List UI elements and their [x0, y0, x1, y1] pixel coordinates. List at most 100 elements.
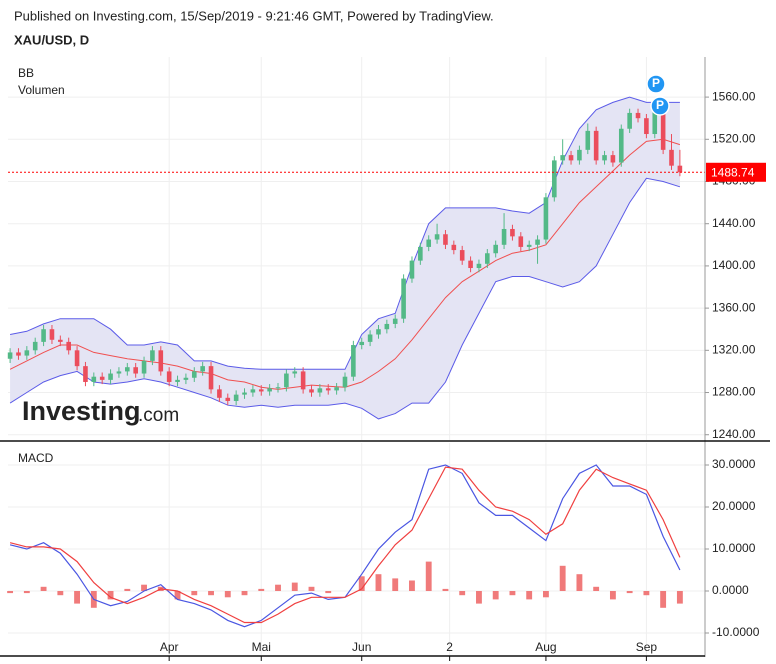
candle-body — [635, 112, 641, 119]
histogram-bar — [542, 590, 549, 598]
candle-body — [208, 366, 214, 390]
candle-body — [459, 250, 465, 261]
candle-body — [58, 339, 63, 342]
candle-body — [543, 197, 549, 240]
y-tick-label: -10.0000 — [712, 625, 760, 639]
candle-body — [99, 376, 105, 380]
candle-body — [217, 389, 222, 398]
candle-body — [585, 130, 591, 150]
histogram-bar — [643, 590, 650, 596]
histogram-bar — [559, 565, 566, 591]
candle-body — [317, 388, 323, 393]
candle-body — [284, 373, 289, 388]
candle-body — [150, 350, 155, 361]
histogram-bar — [208, 590, 214, 596]
candle-body — [652, 105, 658, 135]
candle-body — [409, 260, 415, 279]
candle-body — [485, 253, 490, 264]
histogram-bar — [492, 590, 499, 600]
bb-fill — [10, 97, 680, 419]
candle-body — [166, 371, 172, 382]
candle-body — [392, 318, 398, 324]
histogram-bar — [609, 590, 616, 600]
symbol: XAU/USD, D — [14, 32, 89, 47]
candle-body — [233, 394, 239, 401]
candle-body — [183, 377, 189, 380]
candle-body — [451, 244, 457, 251]
histogram-bar — [57, 590, 64, 596]
candle-body — [560, 155, 565, 161]
histogram-bar — [7, 590, 14, 594]
candle-body — [468, 260, 473, 269]
histogram-bar — [40, 586, 47, 591]
candle-body — [250, 389, 256, 393]
histogram-bar — [626, 590, 633, 594]
candle-body — [660, 105, 666, 150]
last-price-tag — [706, 162, 766, 182]
histogram-bar — [224, 590, 231, 598]
candle-body — [309, 389, 314, 393]
candle-body — [376, 329, 381, 335]
candle-body — [191, 371, 197, 378]
candle-body — [426, 239, 432, 247]
y-tick-label: 0.0000 — [712, 583, 749, 597]
candle-body — [384, 323, 390, 330]
y-tick-label: 1240.00 — [712, 427, 756, 441]
marker-circle — [650, 96, 670, 116]
candle-body — [618, 128, 624, 163]
macd-line — [9, 466, 681, 624]
bb-upper — [10, 96, 680, 370]
histogram-bar — [124, 588, 131, 591]
histogram-bar — [174, 590, 181, 600]
candle-body — [125, 367, 130, 372]
candle-body — [677, 165, 683, 173]
candle-body — [434, 234, 440, 240]
candle-body — [200, 366, 205, 372]
candle-body — [116, 371, 122, 374]
histogram-bar — [275, 584, 281, 591]
candle-body — [334, 387, 339, 391]
histogram-bar — [74, 590, 81, 604]
histogram-bar — [107, 590, 114, 600]
x-tick-label: Apr — [160, 640, 179, 654]
histogram-bar — [23, 590, 30, 594]
y-tick-label: 1360.00 — [712, 300, 756, 314]
candle-body — [669, 149, 674, 166]
plot — [7, 96, 705, 628]
y-tick-label: 1400.00 — [712, 258, 756, 272]
candle-body — [267, 388, 272, 392]
histogram-bar — [308, 586, 315, 591]
candle-body — [41, 329, 46, 342]
histogram-bar — [459, 590, 466, 596]
histogram-bar — [392, 578, 399, 591]
candle-body — [225, 397, 231, 401]
candle-body — [275, 387, 281, 389]
candle-body — [627, 112, 632, 129]
candle-body — [158, 350, 164, 372]
histogram-bar — [191, 590, 198, 596]
y-tick-label: 10.0000 — [712, 541, 756, 555]
histogram-bar — [291, 582, 298, 591]
candle-body — [7, 352, 13, 359]
candle-body — [24, 350, 30, 356]
histogram-bar — [325, 590, 332, 594]
candle-body — [300, 371, 306, 390]
x-tick-label: 2 — [446, 640, 453, 654]
histogram-bar — [660, 590, 667, 608]
y-tick-label: 1560.00 — [712, 89, 756, 103]
candle-body — [108, 373, 113, 380]
candle-body — [535, 239, 540, 245]
legend-bb: BB — [18, 66, 34, 80]
x-tick-label: Jun — [352, 640, 371, 654]
marker-circle — [646, 74, 666, 94]
x-tick-label: Mai — [252, 640, 271, 654]
candle-body — [518, 236, 524, 247]
marker-label: P — [652, 76, 660, 90]
marker-label: P — [656, 98, 664, 112]
candle-body — [325, 388, 331, 391]
histogram-bar — [526, 590, 533, 600]
candle-body — [602, 155, 607, 161]
watermark: Investing — [22, 396, 141, 426]
